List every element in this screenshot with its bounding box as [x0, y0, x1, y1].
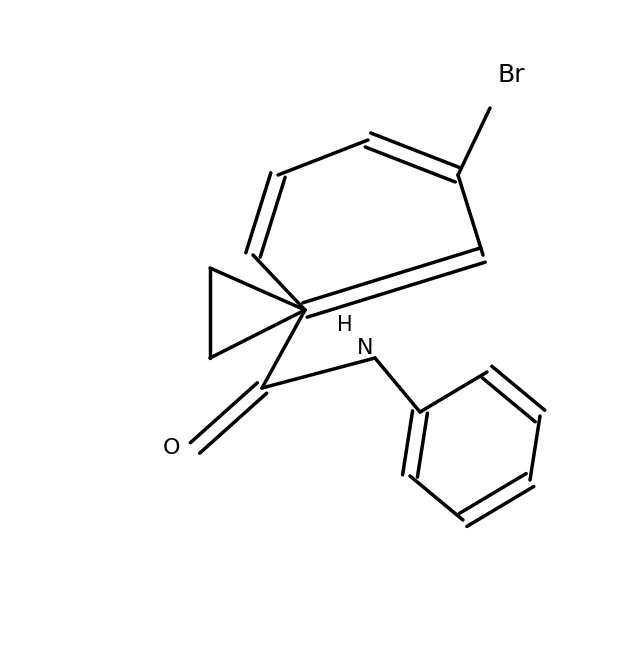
Text: N: N — [357, 338, 373, 358]
Text: Br: Br — [498, 63, 526, 87]
Text: O: O — [163, 438, 181, 458]
Text: H: H — [337, 315, 353, 335]
